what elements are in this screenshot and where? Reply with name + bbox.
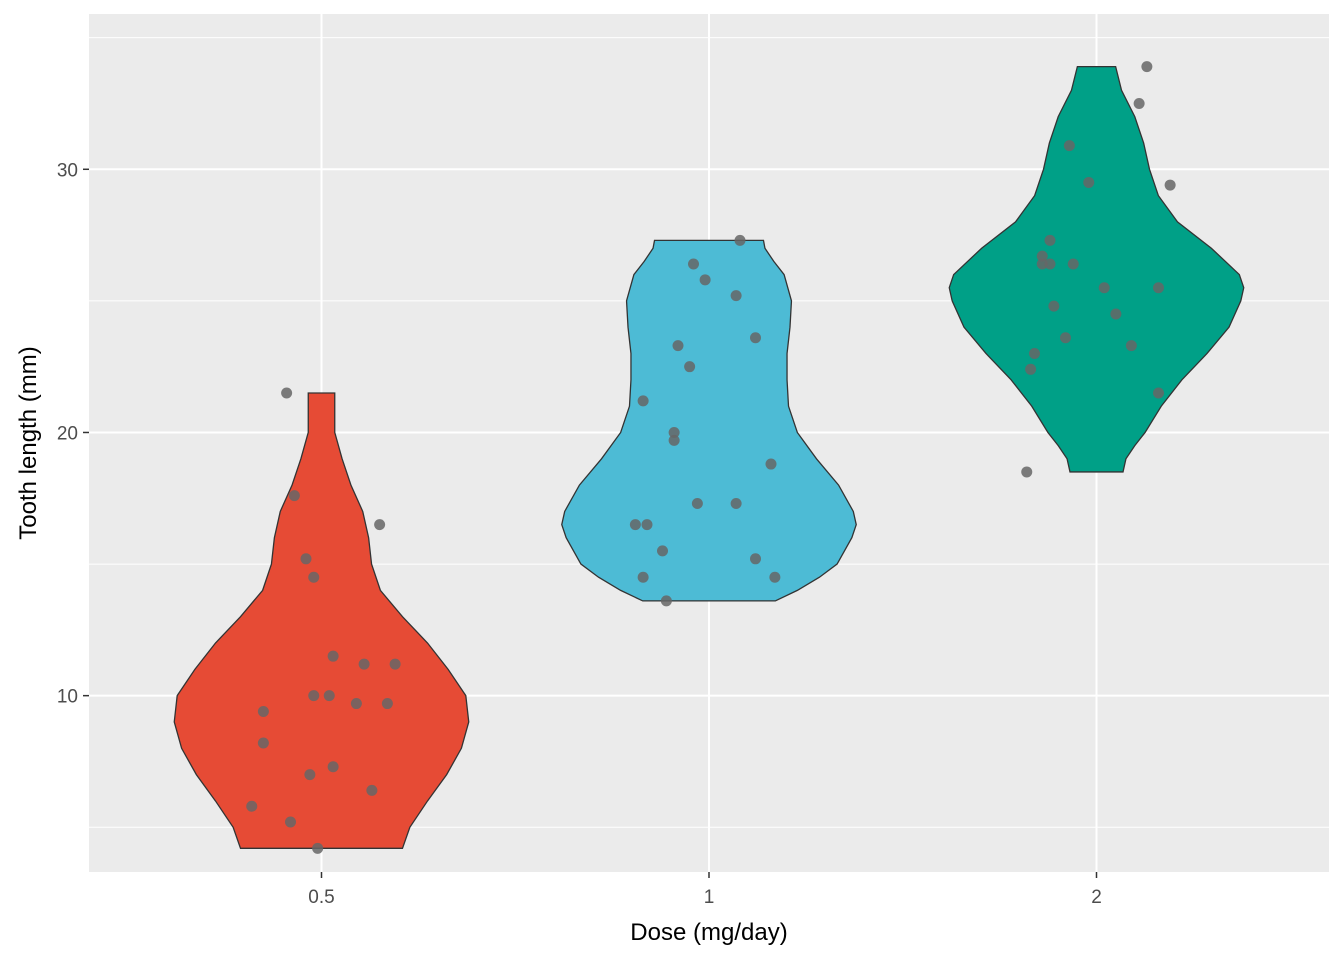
data-point <box>734 234 746 246</box>
data-point <box>1110 308 1122 320</box>
data-point <box>1021 466 1033 478</box>
data-point <box>257 705 269 717</box>
data-point <box>769 571 781 583</box>
data-point <box>691 498 703 510</box>
data-point <box>285 816 296 828</box>
data-point <box>730 498 742 510</box>
data-point <box>1067 258 1079 270</box>
data-point <box>1063 140 1075 152</box>
data-point <box>246 800 258 812</box>
data-point <box>327 761 339 773</box>
data-point <box>765 458 777 470</box>
data-point <box>389 658 401 670</box>
data-point <box>257 737 269 749</box>
data-point <box>1153 387 1164 399</box>
data-point <box>688 258 699 270</box>
data-point <box>1036 258 1048 270</box>
data-point <box>672 340 684 352</box>
data-point <box>629 519 641 531</box>
violin-0-5 <box>173 392 470 849</box>
data-point <box>350 698 362 710</box>
data-point <box>1098 282 1110 294</box>
data-point <box>1153 282 1164 294</box>
y-axis: 10 20 30 <box>57 160 89 708</box>
y-tick-label: 10 <box>57 687 78 708</box>
violins <box>173 65 1245 849</box>
x-axis: 0.5 1 2 <box>308 872 1102 908</box>
data-point <box>308 571 320 583</box>
x-tick-label: 0.5 <box>308 887 334 908</box>
data-point <box>327 650 339 662</box>
data-point <box>637 571 649 583</box>
jitter-points <box>246 61 1176 854</box>
data-point <box>1141 61 1153 73</box>
y-tick-label: 30 <box>57 160 78 181</box>
data-point <box>304 769 316 781</box>
data-point <box>381 698 393 710</box>
x-tick-label: 2 <box>1091 887 1102 908</box>
data-point <box>366 784 378 796</box>
data-point <box>668 426 680 438</box>
y-tick-label: 20 <box>57 423 78 444</box>
data-point <box>750 332 761 344</box>
data-point <box>1125 340 1137 352</box>
data-point <box>657 545 668 557</box>
data-point <box>300 553 312 565</box>
data-point <box>1044 234 1056 246</box>
x-tick-label: 1 <box>704 887 715 908</box>
data-point <box>637 395 649 407</box>
violin-2 <box>948 65 1245 473</box>
y-axis-title: Tooth length (mm) <box>15 346 42 539</box>
data-point <box>1044 258 1056 270</box>
data-point <box>699 274 711 286</box>
data-point <box>1036 250 1048 262</box>
data-point <box>288 490 300 502</box>
data-point <box>1060 332 1071 344</box>
data-point <box>1164 179 1176 191</box>
data-point <box>1029 348 1040 360</box>
data-point <box>668 434 680 446</box>
data-point <box>1083 176 1095 188</box>
data-point <box>281 387 293 399</box>
data-point <box>308 690 320 702</box>
data-point <box>374 519 386 531</box>
data-point <box>660 595 672 607</box>
data-point <box>1025 363 1037 375</box>
data-point <box>750 553 761 565</box>
data-point <box>1133 97 1145 109</box>
data-point <box>684 361 696 373</box>
data-point <box>1048 300 1060 312</box>
data-point <box>312 842 324 854</box>
x-axis-title: Dose (mg/day) <box>630 919 787 946</box>
data-point <box>730 290 742 302</box>
data-point <box>641 519 653 531</box>
data-point <box>358 658 370 670</box>
data-point <box>323 690 335 702</box>
violin-1 <box>561 239 857 602</box>
